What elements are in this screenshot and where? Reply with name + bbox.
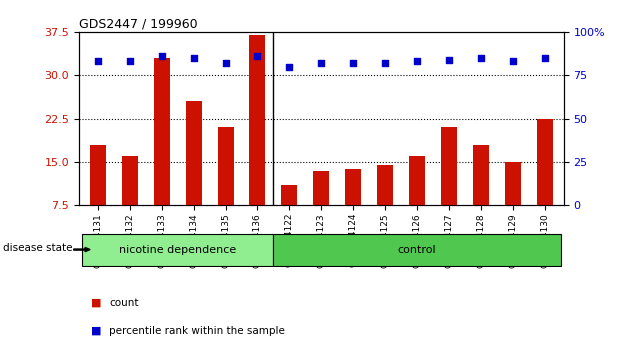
Text: count: count	[109, 298, 139, 308]
Point	[93, 58, 103, 64]
Text: control: control	[398, 245, 437, 255]
Text: ■: ■	[91, 298, 102, 308]
Point	[380, 60, 390, 66]
Bar	[282, 185, 297, 205]
Point	[316, 60, 326, 66]
Bar	[377, 165, 393, 205]
Bar	[441, 127, 457, 205]
Text: disease state: disease state	[3, 243, 72, 253]
Point	[444, 57, 454, 62]
Text: ■: ■	[91, 326, 102, 336]
Bar	[505, 162, 521, 205]
Point	[508, 58, 518, 64]
Point	[412, 58, 422, 64]
FancyBboxPatch shape	[82, 234, 273, 266]
Bar	[90, 144, 106, 205]
Bar	[313, 171, 329, 205]
Point	[348, 60, 358, 66]
Text: percentile rank within the sample: percentile rank within the sample	[109, 326, 285, 336]
Bar	[154, 58, 169, 205]
Text: GDS2447 / 199960: GDS2447 / 199960	[79, 18, 197, 31]
Bar	[186, 101, 202, 205]
Bar	[537, 119, 553, 205]
Point	[476, 55, 486, 61]
Point	[253, 53, 263, 59]
Bar	[345, 169, 361, 205]
Text: nicotine dependence: nicotine dependence	[119, 245, 236, 255]
Point	[284, 64, 294, 69]
Bar	[217, 127, 234, 205]
FancyBboxPatch shape	[273, 234, 561, 266]
Point	[188, 55, 198, 61]
Bar	[473, 144, 489, 205]
Bar	[122, 156, 138, 205]
Bar	[409, 156, 425, 205]
Point	[220, 60, 231, 66]
Point	[540, 55, 550, 61]
Point	[157, 53, 167, 59]
Point	[125, 58, 135, 64]
Bar	[249, 35, 265, 205]
